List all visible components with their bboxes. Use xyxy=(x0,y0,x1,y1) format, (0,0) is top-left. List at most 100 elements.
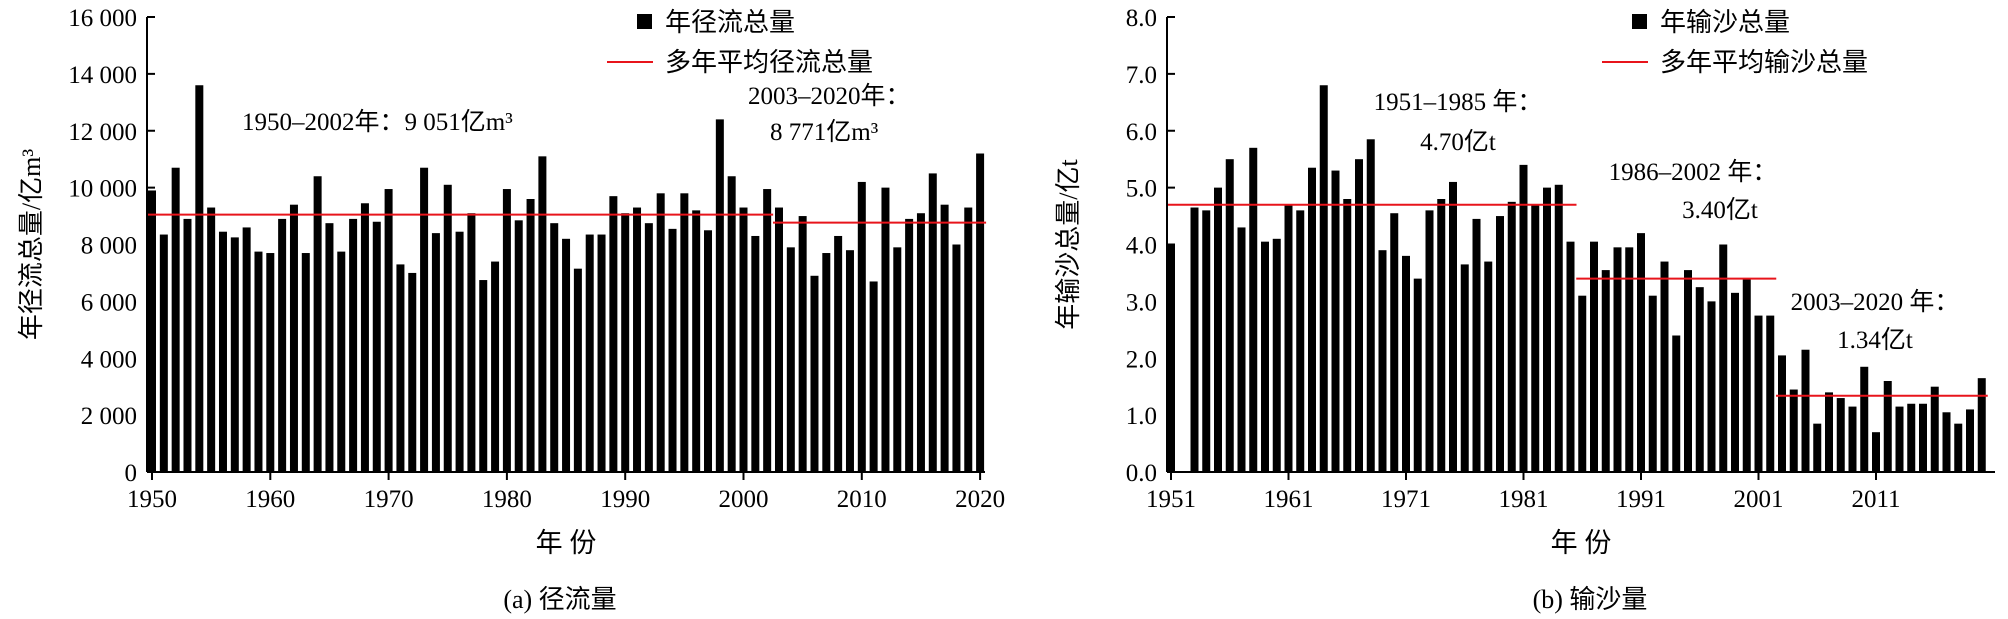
mean-annotation: 1950–2002年：9 051亿m³ xyxy=(242,108,513,136)
bar-1980 xyxy=(502,189,511,472)
bar-2016 xyxy=(928,173,937,472)
y-tick-label: 2.0 xyxy=(1126,346,1157,373)
bar-1961 xyxy=(278,218,287,472)
x-tick-label: 2000 xyxy=(719,486,769,513)
bar-1998 xyxy=(1719,244,1728,472)
bar-1999 xyxy=(1731,292,1739,472)
legend-bar-swatch xyxy=(1632,14,1647,29)
bar-1978 xyxy=(1484,261,1493,472)
bar-1986 xyxy=(573,268,582,472)
bar-1987 xyxy=(585,234,594,472)
bar-1952 xyxy=(171,167,180,472)
bar-1965 xyxy=(325,223,334,472)
bar-2001 xyxy=(1754,315,1763,472)
bar-1994 xyxy=(668,228,677,472)
bar-1951 xyxy=(159,234,168,472)
x-tick-label: 1980 xyxy=(482,486,532,513)
bar-1955 xyxy=(207,207,216,472)
bar-1993 xyxy=(1660,261,1669,472)
bar-1996 xyxy=(692,210,701,472)
x-tick-label: 1970 xyxy=(364,486,414,513)
bar-1954 xyxy=(195,85,204,472)
y-tick-label: 5.0 xyxy=(1126,176,1157,203)
bar-1979 xyxy=(491,261,500,472)
bar-1967 xyxy=(1355,159,1363,472)
bar-2015 xyxy=(1919,403,1927,472)
x-axis-title: 年 份 xyxy=(536,528,597,558)
bar-2009 xyxy=(1848,406,1857,472)
bar-2007 xyxy=(822,253,831,472)
bar-1991 xyxy=(1637,233,1645,472)
bar-1987 xyxy=(1590,241,1598,472)
bar-2005 xyxy=(798,216,807,472)
y-tick-label: 8 000 xyxy=(81,233,137,260)
bar-1975 xyxy=(443,184,452,472)
bar-1997 xyxy=(704,230,713,472)
bar-1991 xyxy=(633,207,642,472)
bar-2015 xyxy=(916,213,925,472)
bar-1989 xyxy=(609,196,618,472)
y-tick-label: 16 000 xyxy=(68,5,137,32)
bar-1958 xyxy=(242,227,251,472)
bar-1967 xyxy=(349,218,358,472)
bar-1956 xyxy=(218,231,227,472)
bar-2020 xyxy=(976,153,985,472)
bar-1956 xyxy=(1225,159,1234,472)
bar-1981 xyxy=(1519,164,1528,472)
bar-1988 xyxy=(1601,270,1610,472)
bar-1981 xyxy=(514,220,523,472)
bar-1983 xyxy=(538,156,547,472)
bar-1962 xyxy=(1296,210,1305,472)
bar-2011 xyxy=(869,281,878,472)
chart-sediment: 1951–1985 年： 4.70亿t 1986–2002 年： 3.40亿t 2003… xyxy=(1054,5,1995,614)
bar-2018 xyxy=(1954,423,1963,472)
bar-1986 xyxy=(1578,295,1587,472)
bar-1960 xyxy=(266,253,275,472)
bar-2008 xyxy=(1836,398,1845,472)
bar-1990 xyxy=(1625,247,1634,472)
chart-caption: (b) 输沙量 xyxy=(1533,585,1648,614)
bar-1971 xyxy=(1402,255,1410,472)
bar-1966 xyxy=(337,251,346,472)
bar-1972 xyxy=(408,272,417,472)
bar-2006 xyxy=(810,275,819,472)
bar-1990 xyxy=(621,213,630,472)
bar-1980 xyxy=(1507,201,1516,472)
bar-1982 xyxy=(1531,204,1540,472)
bar-1977 xyxy=(467,213,476,472)
bar-1971 xyxy=(396,264,405,472)
y-tick-label: 1.0 xyxy=(1126,403,1157,430)
mean-annotation: 2003–2020 年： xyxy=(1791,288,1960,316)
bar-1984 xyxy=(1554,184,1563,472)
bar-2001 xyxy=(751,235,760,472)
bar-1994 xyxy=(1672,335,1681,472)
bar-2002 xyxy=(763,189,772,472)
x-tick-label: 2001 xyxy=(1734,486,1784,513)
chart-runoff: 1950–2002年：9 051亿m³ 2003–2020年： 8 771亿m³ 0 2… xyxy=(17,5,1005,614)
bar-1983 xyxy=(1543,187,1551,472)
chart-caption: (a) 径流量 xyxy=(503,585,616,614)
bar-1963 xyxy=(301,253,310,472)
bar-1984 xyxy=(550,223,559,472)
bar-2010 xyxy=(1860,366,1869,472)
bar-1974 xyxy=(1437,199,1446,472)
bar-2003 xyxy=(1778,355,1786,472)
bar-1975 xyxy=(1449,181,1457,472)
bar-1977 xyxy=(1472,218,1481,472)
x-tick-label: 1950 xyxy=(127,486,177,513)
bar-1950 xyxy=(148,190,156,472)
x-axis-title: 年 份 xyxy=(1551,528,1612,558)
x-tick-label: 1961 xyxy=(1264,486,1314,513)
bar-1963 xyxy=(1308,167,1316,472)
x-tick-label: 1981 xyxy=(1499,486,1549,513)
bar-1972 xyxy=(1413,278,1422,472)
bar-2012 xyxy=(1883,381,1892,472)
x-tick-label: 1990 xyxy=(600,486,650,513)
y-tick-label: 2 000 xyxy=(81,403,137,430)
bar-2011 xyxy=(1872,432,1880,472)
bar-1961 xyxy=(1284,204,1293,472)
mean-annotation-value: 3.40亿t xyxy=(1682,196,1758,224)
y-axis-title: 年输沙总量/亿t xyxy=(1054,159,1083,330)
